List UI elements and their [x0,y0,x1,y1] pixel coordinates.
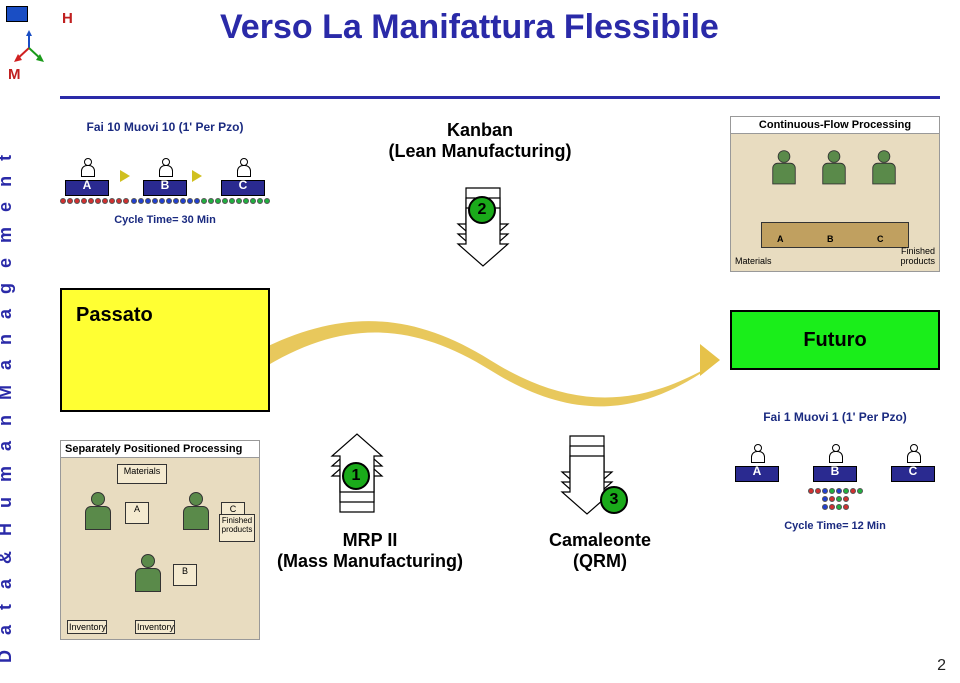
future-parts-3 [730,496,940,502]
operator-icon [159,158,171,178]
badge-1: 1 [342,462,370,490]
sep-worker-icon [81,492,115,536]
corner-logo: H M [6,6,66,66]
logo-axes-icon [14,30,44,64]
station-c: C [216,158,270,196]
operator-icon [237,158,249,178]
kanban-l1: Kanban [370,120,590,141]
station-c: C [886,444,940,482]
batch-diagram-future: Fai 1 Muovi 1 (1' Per Pzo) A B C Cycle T… [730,410,940,532]
cf-a: A [777,234,784,244]
sep-finished: Finished products [219,514,255,542]
sep-title: Separately Positioned Processing [61,441,259,458]
sidebar: D a t a & H u m a n M a n a g e m e n t [8,110,48,673]
cf-worker-icon [819,150,850,190]
parts-rows [60,196,270,204]
camaleonte-l2: (QRM) [520,551,680,572]
cf-worker-icon [769,150,800,190]
separately-positioned-image: Separately Positioned Processing Materia… [60,440,260,640]
passato-label: Passato [76,304,254,327]
badge-2: 2 [468,196,496,224]
parts-row-c [201,198,270,204]
future-parts [730,486,940,494]
parts-row-a [60,198,129,204]
batch-past-cycle: Cycle Time= 30 Min [60,214,270,226]
batch-diagram-past: Fai 10 Muovi 10 (1' Per Pzo) A B C [60,120,270,226]
sep-b: B [173,564,197,586]
operator-icon [829,444,841,464]
batch-future-stations: A B C [730,430,940,482]
station-a: A [730,444,784,482]
sep-materials: Materials [117,464,167,484]
station-label: A [83,178,92,192]
cf-finished: Finished products [895,246,935,266]
station-label: C [909,464,918,478]
futuro-box: Futuro [730,310,940,370]
transition-wave [260,310,720,420]
cf-title: Continuous-Flow Processing [731,117,939,134]
mrp-l1: MRP II [260,530,480,551]
cf-materials: Materials [735,256,772,266]
cf-c: C [877,234,884,244]
station-b: B [138,158,192,196]
page-title: Verso La Manifattura Flessibile [220,8,719,47]
camaleonte-l1: Camaleonte [520,530,680,551]
mrp-l2: (Mass Manufacturing) [260,551,480,572]
logo-h: H [62,10,73,27]
page-number: 2 [937,657,946,675]
station-label: C [239,178,248,192]
operator-icon [907,444,919,464]
sep-inventory: Inventory [67,620,107,634]
station-a: A [60,158,114,196]
operator-icon [751,444,763,464]
mrp-label: MRP II (Mass Manufacturing) [260,530,480,572]
cf-b: B [827,234,834,244]
station-label: A [753,464,762,478]
futuro-label: Futuro [803,329,866,352]
camaleonte-label: Camaleonte (QRM) [520,530,680,572]
station-b: B [808,444,862,482]
sep-a: A [125,502,149,524]
batch-past-stations: A B C [60,140,270,196]
future-parts-2 [730,504,940,510]
batch-future-caption: Fai 1 Muovi 1 (1' Per Pzo) [730,410,940,424]
continuous-flow-image: Continuous-Flow Processing Materials A B… [730,116,940,272]
passato-box: Passato [60,288,270,412]
flow-arrow-icon [192,170,202,182]
badge-3: 3 [600,486,628,514]
header-rule [60,96,940,99]
operator-icon [81,158,93,178]
station-label: B [161,178,170,192]
logo-m: M [8,66,21,83]
flow-arrow-icon [120,170,130,182]
station-label: B [831,464,840,478]
kanban-label: Kanban (Lean Manufacturing) [370,120,590,162]
future-parts-1 [808,488,863,494]
batch-future-cycle: Cycle Time= 12 Min [730,520,940,532]
logo-square [6,6,28,22]
cf-worker-icon [869,150,900,190]
sidebar-text: D a t a & H u m a n M a n a g e m e n t [0,150,16,663]
batch-past-caption: Fai 10 Muovi 10 (1' Per Pzo) [60,120,270,134]
content: Fai 10 Muovi 10 (1' Per Pzo) A B C [60,110,940,673]
kanban-l2: (Lean Manufacturing) [370,141,590,162]
parts-row-b [131,198,200,204]
sep-inventory: Inventory [135,620,175,634]
sep-worker-icon [131,554,165,598]
sep-worker-icon [179,492,213,536]
